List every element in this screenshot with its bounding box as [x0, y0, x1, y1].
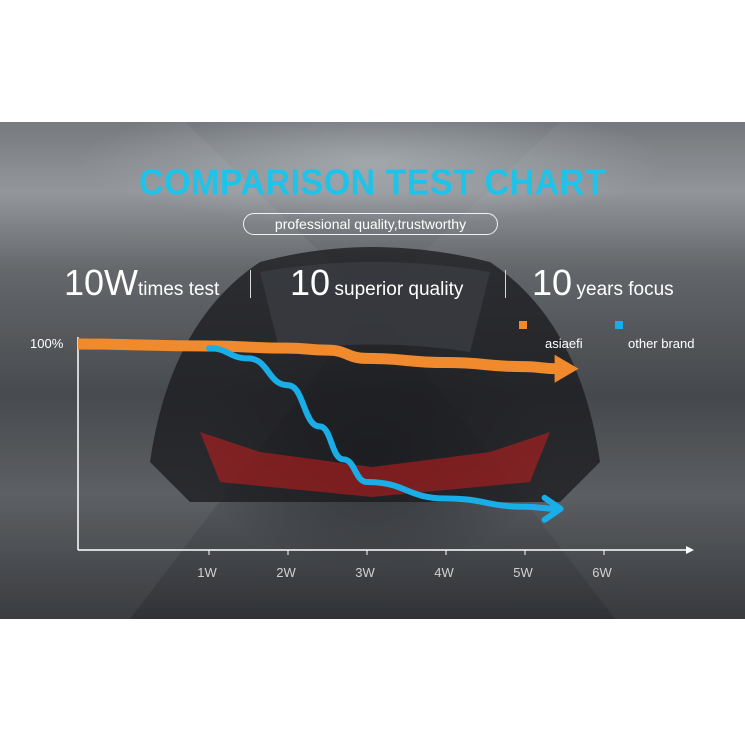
legend-swatch-other-brand	[615, 321, 623, 329]
race-car-background	[0, 122, 745, 619]
stat-years-value: 10	[532, 262, 573, 303]
stat-divider	[250, 270, 251, 298]
stat-divider	[505, 270, 506, 298]
x-tick-label: 1W	[197, 565, 217, 580]
x-axis-arrow	[686, 546, 694, 554]
series-line-asiaefi	[77, 338, 557, 375]
series-line-other-brand	[206, 345, 560, 512]
x-tick-label: 2W	[276, 565, 296, 580]
subtitle-text: professional quality,trustworthy	[274, 216, 467, 232]
stat-tests: 10Wtimes test	[64, 262, 219, 304]
stat-quality: 10 superior quality	[290, 262, 463, 304]
chart-title: COMPARISON TEST CHART	[139, 163, 606, 203]
chart-plot: 1W 2W 3W 4W 5W 6W	[77, 337, 694, 580]
stat-tests-label: times test	[138, 279, 220, 300]
chart-banner: COMPARISON TEST CHART professional quali…	[0, 122, 745, 619]
stat-quality-value: 10	[290, 262, 331, 303]
x-tick-label: 6W	[592, 565, 612, 580]
stat-years-label: years focus	[576, 279, 674, 300]
legend-label-other-brand: other brand	[628, 336, 695, 351]
x-tick-label: 4W	[434, 565, 454, 580]
stat-tests-value: 10W	[64, 262, 139, 303]
stat-quality-label: superior quality	[334, 279, 464, 300]
legend-label-asiaefi: asiaefi	[545, 336, 583, 351]
y-tick-label: 100%	[30, 336, 64, 351]
stat-years: 10 years focus	[532, 262, 674, 304]
legend-swatch-asiaefi	[519, 321, 527, 329]
subtitle-pill: professional quality,trustworthy	[243, 213, 498, 235]
x-tick-label: 5W	[513, 565, 533, 580]
x-tick-label: 3W	[355, 565, 375, 580]
series-arrow-asiaefi	[554, 354, 579, 383]
series-arrow-other-brand	[541, 494, 564, 523]
